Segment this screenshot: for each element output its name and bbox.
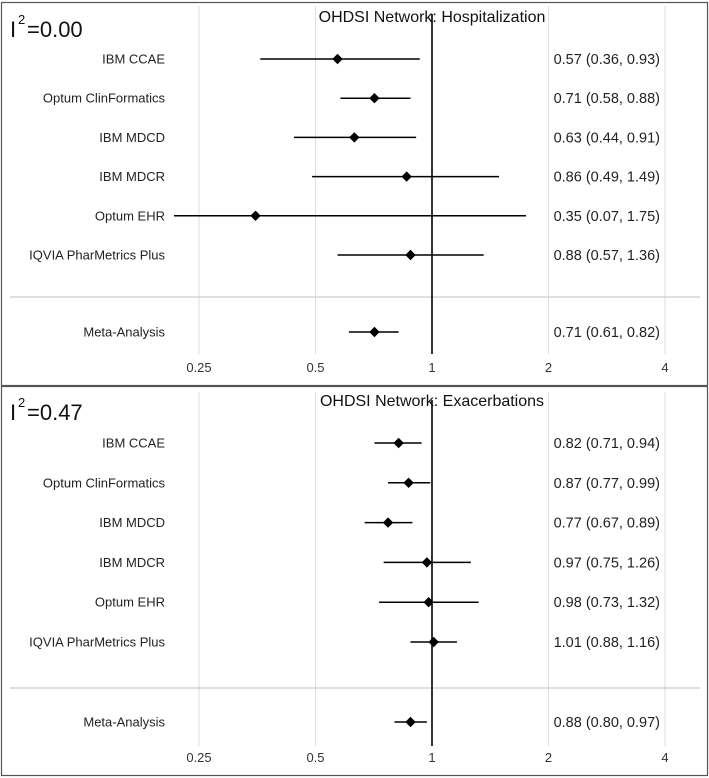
x-tick-label: 0.25 — [186, 750, 211, 765]
heterogeneity-superscript: 2 — [18, 395, 25, 410]
x-tick-label: 1 — [428, 750, 435, 765]
x-tick-label: 2 — [545, 750, 552, 765]
x-tick-label: 4 — [661, 360, 668, 375]
study-name: IBM MDCD — [99, 130, 165, 145]
study-point-estimate — [332, 53, 343, 65]
study-ci-label: 0.71 (0.58, 0.88) — [554, 91, 660, 107]
study-point-estimate — [401, 171, 412, 182]
summary-name: Meta-Analysis — [83, 715, 165, 730]
study-name: IBM CCAE — [102, 436, 165, 451]
x-tick-label: 0.5 — [306, 750, 324, 765]
summary-ci-label: 0.88 (0.80, 0.97) — [554, 715, 660, 731]
study-name: Optum EHR — [95, 208, 165, 223]
study-ci-label: 0.98 (0.73, 1.32) — [554, 595, 660, 611]
study-point-estimate — [369, 93, 380, 104]
study-name: IQVIA PharMetrics Plus — [29, 248, 165, 263]
x-tick-label: 1 — [428, 360, 435, 375]
study-point-estimate — [405, 249, 416, 261]
study-ci-label: 1.01 (0.88, 1.16) — [554, 635, 660, 651]
study-ci-label: 0.35 (0.07, 1.75) — [554, 209, 660, 225]
study-ci-label: 0.97 (0.75, 1.26) — [554, 555, 660, 571]
x-tick-label: 2 — [545, 360, 552, 375]
summary-ci-label: 0.71 (0.61, 0.82) — [554, 325, 660, 341]
study-ci-label: 0.63 (0.44, 0.91) — [554, 130, 660, 146]
study-ci-label: 0.88 (0.57, 1.36) — [554, 248, 660, 264]
summary-point-estimate — [369, 326, 380, 338]
summary-name: Meta-Analysis — [83, 325, 165, 340]
study-point-estimate — [428, 636, 439, 648]
x-tick-label: 4 — [661, 750, 668, 765]
study-point-estimate — [349, 132, 360, 143]
x-tick-label: 0.5 — [306, 360, 324, 375]
study-ci-label: 0.86 (0.49, 1.49) — [554, 170, 660, 186]
panel-frame — [0, 385, 709, 777]
x-tick-label: 0.25 — [186, 360, 211, 375]
study-ci-label: 0.87 (0.77, 0.99) — [554, 476, 660, 492]
summary-point-estimate — [405, 716, 416, 728]
study-ci-label: 0.57 (0.36, 0.93) — [554, 52, 660, 68]
chart-title: OHDSI Network: Exacerbations — [320, 393, 544, 410]
study-name: IBM CCAE — [102, 52, 165, 67]
study-point-estimate — [382, 517, 394, 528]
study-name: Optum ClinFormatics — [43, 91, 166, 106]
chart-title: OHDSI Network: Hospitalization — [319, 9, 546, 26]
heterogeneity-value: =0.47 — [27, 400, 83, 425]
study-point-estimate — [423, 597, 434, 608]
heterogeneity-stat: I — [10, 17, 16, 42]
study-point-estimate — [393, 437, 404, 449]
study-name: Optum EHR — [95, 595, 165, 610]
study-point-estimate — [403, 477, 414, 488]
panel-frame — [0, 1, 709, 387]
study-name: IBM MDCR — [99, 169, 165, 184]
study-name: IBM MDCR — [99, 555, 165, 570]
heterogeneity-stat: I — [10, 400, 16, 425]
study-name: IBM MDCD — [99, 515, 165, 530]
heterogeneity-superscript: 2 — [18, 12, 25, 27]
heterogeneity-value: =0.00 — [27, 17, 83, 42]
study-ci-label: 0.82 (0.71, 0.94) — [554, 436, 660, 452]
study-point-estimate — [421, 557, 433, 568]
study-ci-label: 0.77 (0.67, 0.89) — [554, 516, 660, 532]
study-name: Optum ClinFormatics — [43, 475, 166, 490]
study-point-estimate — [250, 210, 261, 221]
study-name: IQVIA PharMetrics Plus — [29, 635, 165, 650]
